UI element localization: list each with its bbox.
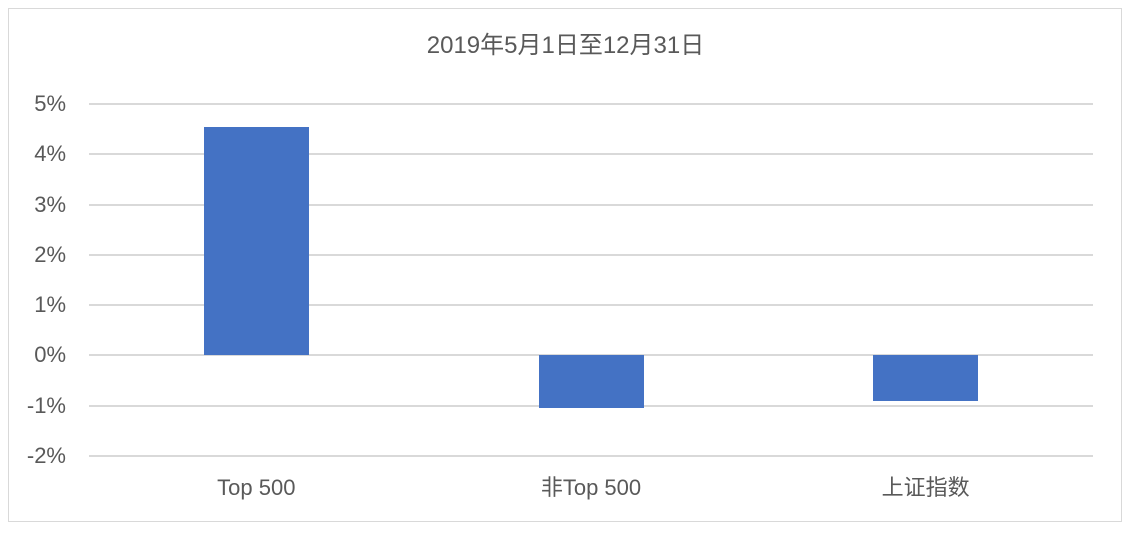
y-tick-label: 0%: [34, 342, 66, 368]
gridline: [89, 153, 1093, 156]
y-tick-label: 3%: [34, 191, 66, 217]
x-category-label: 上证指数: [881, 475, 970, 500]
x-category-label: Top 500: [217, 475, 296, 500]
gridline: [89, 203, 1093, 206]
gridline: [89, 103, 1093, 105]
chart-frame: [8, 8, 1122, 522]
x-category-label: 非Top 500: [540, 475, 642, 500]
plot-area: [89, 103, 1093, 457]
y-tick-label: 4%: [34, 141, 66, 167]
y-tick-label: -2%: [26, 443, 66, 468]
gridline: [89, 304, 1093, 307]
y-tick-label: 1%: [34, 292, 66, 318]
gridline: [89, 253, 1093, 256]
bar-非top-500: [538, 355, 644, 409]
y-tick-label: 5%: [34, 91, 66, 116]
bar-上证指数: [873, 355, 979, 401]
chart-title: 2019年5月1日至12月31日: [426, 32, 705, 59]
y-tick-label: 2%: [34, 241, 66, 267]
y-tick-label: -1%: [26, 392, 66, 418]
gridline: [89, 455, 1093, 457]
bar-top-500: [203, 126, 309, 356]
